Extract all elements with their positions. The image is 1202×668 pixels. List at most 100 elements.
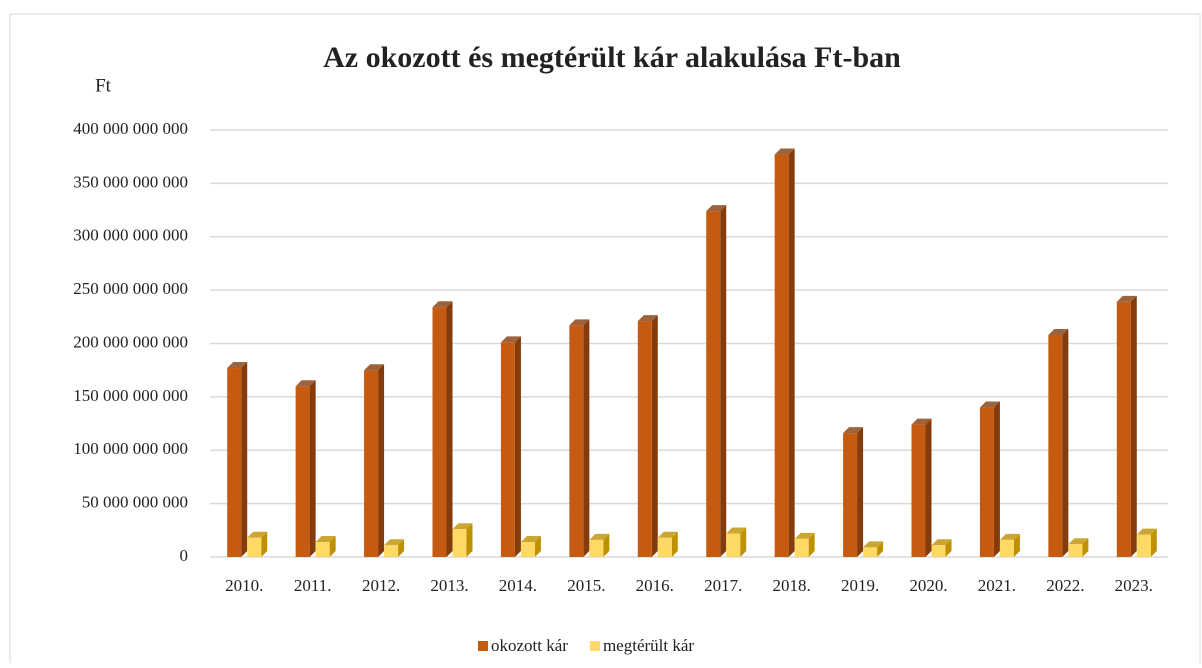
x-tick-label: 2010. bbox=[225, 576, 263, 595]
x-tick-label: 2012. bbox=[362, 576, 400, 595]
x-tick-label: 2021. bbox=[978, 576, 1016, 595]
bar-side bbox=[857, 427, 864, 557]
bar-side bbox=[877, 541, 884, 557]
bar-top bbox=[863, 541, 884, 548]
bar-side bbox=[1013, 533, 1020, 557]
x-tick-label: 2017. bbox=[704, 576, 742, 595]
y-tick-label: 200 000 000 000 bbox=[73, 332, 188, 351]
bar bbox=[843, 433, 858, 557]
x-tick-label: 2019. bbox=[841, 576, 879, 595]
legend-swatch bbox=[589, 641, 600, 651]
bar-top bbox=[637, 315, 658, 322]
bar-side bbox=[378, 364, 385, 557]
bar-side bbox=[1082, 538, 1089, 557]
bar bbox=[774, 154, 789, 558]
y-axis-label: Ft bbox=[95, 75, 112, 96]
bar-top bbox=[569, 319, 590, 326]
bar bbox=[1136, 534, 1151, 557]
bar-top bbox=[432, 301, 453, 308]
x-tick-label: 2020. bbox=[909, 576, 947, 595]
bar bbox=[999, 539, 1014, 557]
bar-top bbox=[979, 401, 1000, 408]
bar-side bbox=[398, 539, 405, 557]
bar-side bbox=[788, 148, 795, 558]
bar-top bbox=[247, 531, 268, 538]
bar-top bbox=[774, 148, 795, 155]
bar bbox=[520, 542, 535, 557]
legend-swatch bbox=[478, 641, 488, 651]
bar bbox=[384, 545, 399, 557]
y-tick-label: 400 000 000 000 bbox=[73, 119, 188, 138]
bar-top bbox=[1068, 538, 1089, 545]
bar-side bbox=[466, 523, 473, 557]
bar bbox=[589, 539, 604, 557]
bar-side bbox=[1150, 528, 1157, 557]
bar bbox=[1068, 544, 1083, 557]
bar-side bbox=[309, 380, 316, 557]
bar-top bbox=[1116, 295, 1137, 302]
bar-side bbox=[583, 319, 590, 557]
x-tick-label: 2016. bbox=[636, 576, 674, 595]
bar-top bbox=[589, 533, 610, 540]
bar-side bbox=[1062, 328, 1069, 557]
bar-side bbox=[241, 362, 248, 557]
bar-side bbox=[925, 418, 932, 557]
bar bbox=[227, 368, 242, 557]
bar bbox=[706, 211, 721, 557]
bar-side bbox=[808, 532, 815, 557]
x-tick-label: 2013. bbox=[430, 576, 468, 595]
y-tick-label: 250 000 000 000 bbox=[73, 279, 188, 298]
y-tick-label: 300 000 000 000 bbox=[73, 226, 188, 245]
bar bbox=[247, 537, 262, 557]
bar bbox=[1048, 334, 1063, 557]
bar-top bbox=[500, 336, 521, 343]
bar-top bbox=[726, 527, 747, 534]
bar-top bbox=[227, 362, 248, 369]
bar-top bbox=[364, 364, 385, 371]
x-tick-label: 2023. bbox=[1115, 576, 1153, 595]
bar-top bbox=[706, 205, 727, 212]
bar-side bbox=[534, 536, 541, 557]
x-tick-label: 2015. bbox=[567, 576, 605, 595]
bar bbox=[726, 533, 741, 557]
bar-side bbox=[1130, 295, 1137, 557]
bar-side bbox=[514, 336, 521, 557]
bar bbox=[315, 542, 330, 557]
bar-top bbox=[843, 427, 864, 434]
bar bbox=[931, 545, 946, 557]
bar-top bbox=[295, 380, 316, 387]
bar bbox=[1116, 301, 1131, 557]
bar-top bbox=[1048, 328, 1069, 335]
bar-side bbox=[671, 531, 678, 557]
bar bbox=[295, 386, 310, 557]
bar bbox=[863, 547, 878, 557]
bar-side bbox=[261, 531, 268, 557]
bar-side bbox=[945, 539, 952, 557]
y-tick-label: 50 000 000 000 bbox=[82, 493, 188, 512]
bar bbox=[500, 342, 515, 557]
bar bbox=[911, 424, 926, 557]
bar-side bbox=[329, 536, 336, 557]
bar bbox=[637, 321, 652, 557]
bar-side bbox=[446, 301, 453, 557]
x-tick-label: 2011. bbox=[294, 576, 332, 595]
chart-title: Az okozott és megtérült kár alakulása Ft… bbox=[323, 41, 901, 74]
bar bbox=[979, 407, 994, 557]
bar bbox=[657, 537, 672, 557]
bar-side bbox=[740, 527, 747, 557]
y-tick-label: 150 000 000 000 bbox=[73, 386, 188, 405]
y-tick-label: 350 000 000 000 bbox=[73, 172, 188, 191]
bar-top bbox=[384, 539, 405, 546]
bar-top bbox=[1136, 528, 1157, 535]
bar-side bbox=[993, 401, 1000, 557]
bar-side bbox=[720, 205, 727, 557]
bar-top bbox=[794, 532, 815, 539]
bar bbox=[432, 307, 447, 557]
bar bbox=[364, 370, 379, 557]
y-tick-label: 100 000 000 000 bbox=[73, 439, 188, 458]
legend-label: okozott kár bbox=[491, 636, 568, 655]
bar-top bbox=[911, 418, 932, 425]
x-tick-label: 2018. bbox=[773, 576, 811, 595]
y-tick-label: 0 bbox=[180, 546, 189, 565]
